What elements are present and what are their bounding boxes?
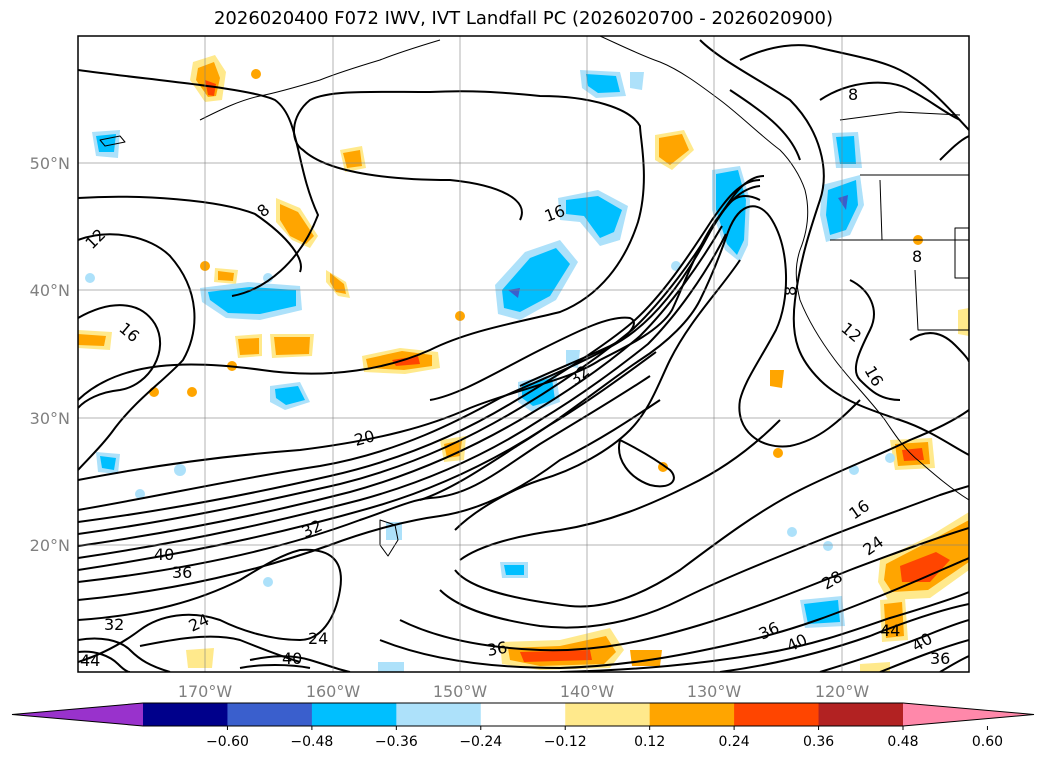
colorbar-segment <box>143 703 228 726</box>
colorbar-segment <box>396 703 482 726</box>
colorbar-tick-label: 0.48 <box>887 734 918 750</box>
lon-label-120w: 120°W <box>815 682 870 701</box>
lat-label-40n: 40°N <box>30 281 70 300</box>
contour-label: 40 <box>282 649 302 668</box>
colorbar-outline <box>11 702 1035 727</box>
lat-label-50n: 50°N <box>30 154 70 173</box>
latitude-labels: 20°N 30°N 40°N 50°N <box>30 154 70 555</box>
colorbar-tick-label: −0.36 <box>375 734 418 750</box>
colorbar-segment <box>818 703 904 726</box>
gridlines <box>78 36 969 672</box>
colorbar-segment <box>480 703 566 726</box>
contour-label: 44 <box>880 621 900 640</box>
colorbar-segment <box>311 703 397 726</box>
colorbar-segment <box>565 703 651 726</box>
contour-label: 24 <box>308 629 328 648</box>
colorbar-segment <box>734 703 820 726</box>
contour-label: 40 <box>154 545 174 564</box>
map-title: 2026020400 F072 IWV, IVT Landfall PC (20… <box>213 8 834 29</box>
lon-label-160w: 160°W <box>306 682 361 701</box>
colorbar-tick-label: 0.60 <box>972 734 1003 750</box>
colorbar-segment <box>649 703 735 726</box>
colorbar-tick-label: 0.12 <box>634 734 665 750</box>
contour-label: 36 <box>485 638 508 660</box>
contour-label: 32 <box>104 615 124 634</box>
colorbar-tick-label: 0.36 <box>803 734 834 750</box>
map-frame <box>77 35 970 673</box>
colorbar-extend-low <box>12 703 143 726</box>
colorbar-tick-label: 0.24 <box>719 734 750 750</box>
lon-label-150w: 150°W <box>433 682 488 701</box>
colorbar-tick-label: −0.48 <box>290 734 333 750</box>
colorbar-tick-label: −0.24 <box>459 734 502 750</box>
contour-label: 44 <box>80 651 100 670</box>
contour-label: 36 <box>930 649 950 668</box>
colorbar-segment <box>227 703 313 726</box>
lon-label-170w: 170°W <box>178 682 233 701</box>
colorbar-tick-label: −0.12 <box>544 734 587 750</box>
longitude-labels: 170°W 160°W 150°W 140°W 130°W 120°W <box>178 682 870 701</box>
iwv-contours <box>78 39 969 672</box>
lat-label-30n: 30°N <box>30 409 70 428</box>
contour-label: 20 <box>352 426 377 450</box>
lon-label-130w: 130°W <box>687 682 742 701</box>
contour-label: 8 <box>912 247 922 266</box>
colorbar: −0.60 −0.48 −0.36 −0.24 −0.12 0.12 0.24 0.36 0.4… <box>11 702 1035 750</box>
colorbar-tick-label: −0.60 <box>206 734 249 750</box>
contour-label: 8 <box>848 85 858 104</box>
lat-label-20n: 20°N <box>30 536 70 555</box>
contour-label: 36 <box>172 563 192 582</box>
colorbar-extend-high <box>903 703 1034 726</box>
contour-label: 8 <box>781 286 800 296</box>
lon-label-140w: 140°W <box>560 682 615 701</box>
